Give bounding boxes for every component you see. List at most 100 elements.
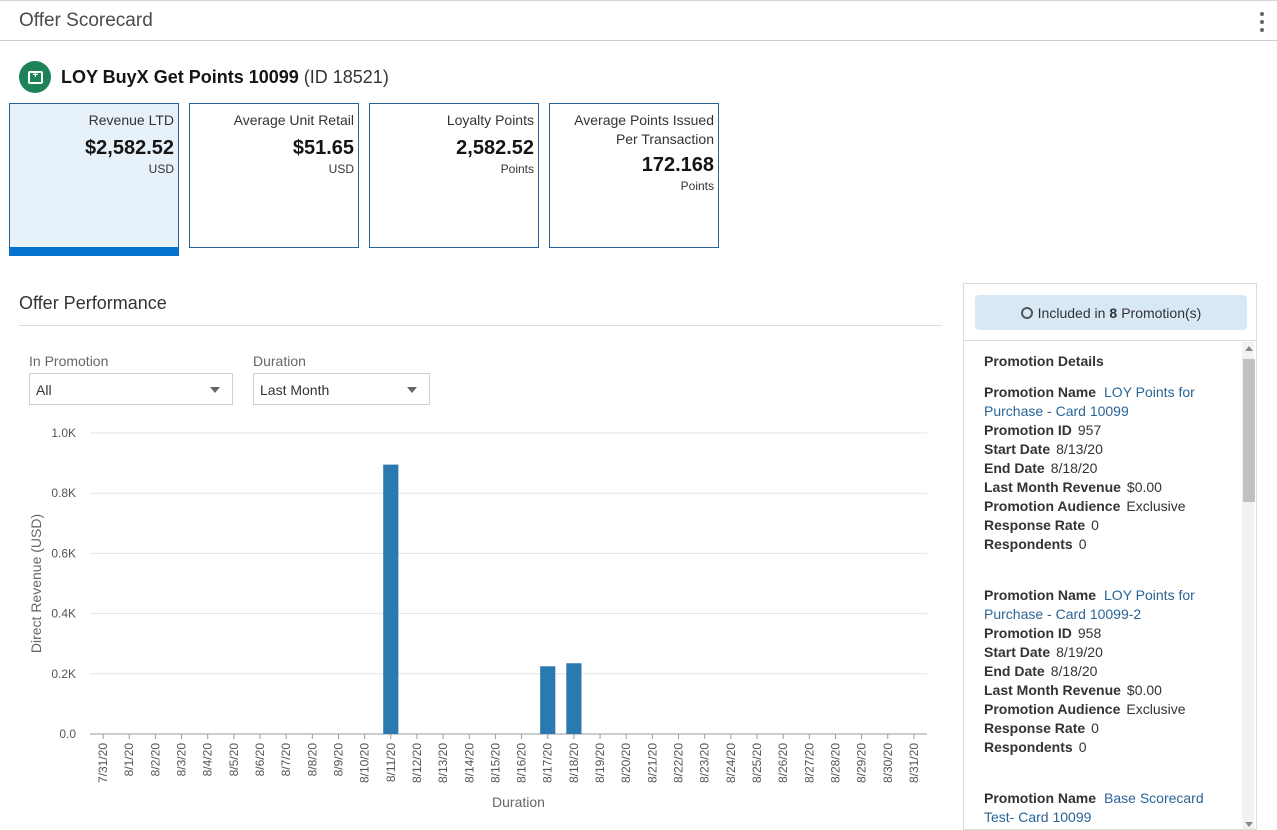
y-tick-label: 0.4K: [51, 607, 76, 621]
y-tick-label: 0.0: [59, 727, 76, 741]
field-label: Promotion Name: [984, 384, 1097, 400]
included-suffix: Promotion(s): [1121, 304, 1202, 321]
promotion-audience: Exclusive: [1126, 701, 1186, 717]
promotion-name-link[interactable]: LOY Points for: [1104, 384, 1195, 400]
tile-value: 2,582.52: [456, 137, 534, 159]
field-label: Promotion Audience: [984, 498, 1121, 514]
x-tick-label: 8/3/20: [175, 743, 189, 777]
page-title: Offer Scorecard: [19, 10, 153, 31]
tile-average-unit-retail[interactable]: Average Unit Retail $51.65 USD: [189, 103, 359, 248]
offer-id: (ID 18521): [303, 66, 389, 87]
field-label: Respondents: [984, 536, 1073, 552]
y-tick-label: 0.6K: [51, 546, 76, 560]
promotion-select-value: All: [36, 382, 52, 398]
field-label: Promotion Name: [984, 587, 1097, 603]
app-header: Offer Scorecard: [0, 0, 1277, 41]
promotion-side-panel: Included in 8 Promotion(s) Promotion Det…: [963, 283, 1257, 830]
x-tick-label: 8/14/20: [462, 743, 476, 783]
tile-value: $2,582.52: [85, 137, 174, 159]
offer-card-icon: [19, 61, 51, 93]
tile-value: 172.168: [641, 154, 714, 176]
x-tick-label: 8/1/20: [122, 743, 136, 777]
promotion-name-link-cont[interactable]: Purchase - Card 10099-2: [984, 606, 1142, 622]
tile-loyalty-points[interactable]: Loyalty Points 2,582.52 Points: [369, 103, 539, 248]
side-panel-scrollbar[interactable]: [1242, 342, 1255, 829]
kebab-menu-icon[interactable]: [1255, 12, 1269, 32]
field-label: Start Date: [984, 644, 1051, 660]
tile-unit: USD: [328, 162, 354, 176]
end-date: 8/18/20: [1050, 460, 1098, 476]
x-tick-label: 8/19/20: [593, 743, 607, 783]
x-tick-label: 8/20/20: [619, 743, 633, 783]
scrollbar-thumb[interactable]: [1243, 359, 1255, 502]
promotion-filter-label: In Promotion: [29, 353, 109, 369]
tile-revenue-ltd[interactable]: Revenue LTD $2,582.52 USD: [9, 103, 179, 256]
x-axis-title: Duration: [492, 794, 545, 810]
tile-unit: Points: [680, 179, 714, 193]
promotion-name-link[interactable]: LOY Points for: [1104, 587, 1195, 603]
divider: [19, 325, 942, 326]
promotion-item: Promotion Name LOY Points for Purchase - …: [984, 383, 1234, 554]
start-date: 8/19/20: [1056, 644, 1103, 660]
x-tick-label: 8/12/20: [410, 743, 424, 783]
promotion-id: 958: [1077, 625, 1102, 641]
bar: [566, 663, 582, 734]
promotion-details-title: Promotion Details: [984, 353, 1104, 369]
field-label: Promotion Name: [984, 790, 1097, 806]
tile-average-points-issued[interactable]: Average Points Issued Per Transaction 17…: [549, 103, 719, 248]
section-title-offer-performance: Offer Performance: [19, 293, 167, 313]
x-tick-label: 8/13/20: [436, 743, 450, 783]
bar: [383, 464, 399, 734]
x-tick-label: 8/5/20: [227, 743, 241, 777]
tile-label: Loyalty Points: [446, 112, 534, 128]
x-tick-label: 8/11/20: [384, 743, 398, 782]
y-axis-title: Direct Revenue (USD): [28, 514, 44, 653]
bar: [540, 666, 556, 734]
field-label: Response Rate: [984, 517, 1086, 533]
y-tick-label: 0.8K: [51, 486, 76, 500]
respondents: 0: [1078, 536, 1087, 552]
field-label: Response Rate: [984, 720, 1086, 736]
x-tick-label: 8/25/20: [750, 743, 764, 783]
x-tick-label: 8/4/20: [201, 743, 215, 777]
promotion-select[interactable]: All: [29, 373, 233, 405]
y-tick-label: 0.2K: [51, 667, 76, 681]
field-label: Promotion Audience: [984, 701, 1121, 717]
x-tick-label: 8/16/20: [515, 743, 529, 783]
duration-filter-label: Duration: [253, 353, 306, 369]
offer-heading: LOY BuyX Get Points 10099 (ID 18521): [19, 61, 389, 93]
field-label: Promotion ID: [984, 422, 1072, 438]
x-tick-label: 8/17/20: [541, 743, 555, 783]
field-label: End Date: [984, 460, 1045, 476]
x-tick-label: 8/21/20: [645, 743, 659, 783]
x-tick-label: 8/28/20: [828, 743, 842, 783]
x-tick-label: 8/24/20: [724, 743, 738, 783]
tile-unit: Points: [500, 162, 534, 176]
x-tick-label: 8/23/20: [698, 743, 712, 783]
promotion-name-link-cont[interactable]: Test- Card 10099: [984, 809, 1092, 825]
scroll-down-icon[interactable]: [1245, 822, 1253, 827]
tile-label: Average Points Issued Per Transaction: [574, 112, 714, 147]
duration-select-value: Last Month: [260, 382, 330, 398]
divider: [964, 340, 1256, 341]
chevron-down-icon: [210, 387, 220, 393]
field-label: Last Month Revenue: [984, 682, 1121, 698]
field-label: Respondents: [984, 739, 1073, 755]
promotion-icon: [1020, 306, 1033, 319]
promotion-name-link[interactable]: Base Scorecard: [1104, 790, 1204, 806]
field-label: Last Month Revenue: [984, 479, 1121, 495]
x-tick-label: 8/10/20: [358, 743, 372, 783]
y-tick-label: 1.0K: [51, 426, 76, 440]
end-date: 8/18/20: [1050, 663, 1098, 679]
field-label: Start Date: [984, 441, 1051, 457]
included-promotions-button[interactable]: Included in 8 Promotion(s): [975, 295, 1247, 330]
promotion-name-link-cont[interactable]: Purchase - Card 10099: [984, 403, 1129, 419]
tile-label: Revenue LTD: [88, 112, 174, 128]
x-tick-label: 7/31/20: [96, 743, 110, 783]
x-tick-label: 8/15/20: [488, 743, 502, 783]
duration-select[interactable]: Last Month: [253, 373, 430, 405]
promotion-details: Promotion Details Promotion Name LOY Poin…: [984, 352, 1234, 829]
scroll-up-icon[interactable]: [1245, 346, 1253, 351]
x-tick-label: 8/30/20: [881, 743, 895, 783]
included-count: 8: [1109, 304, 1118, 321]
